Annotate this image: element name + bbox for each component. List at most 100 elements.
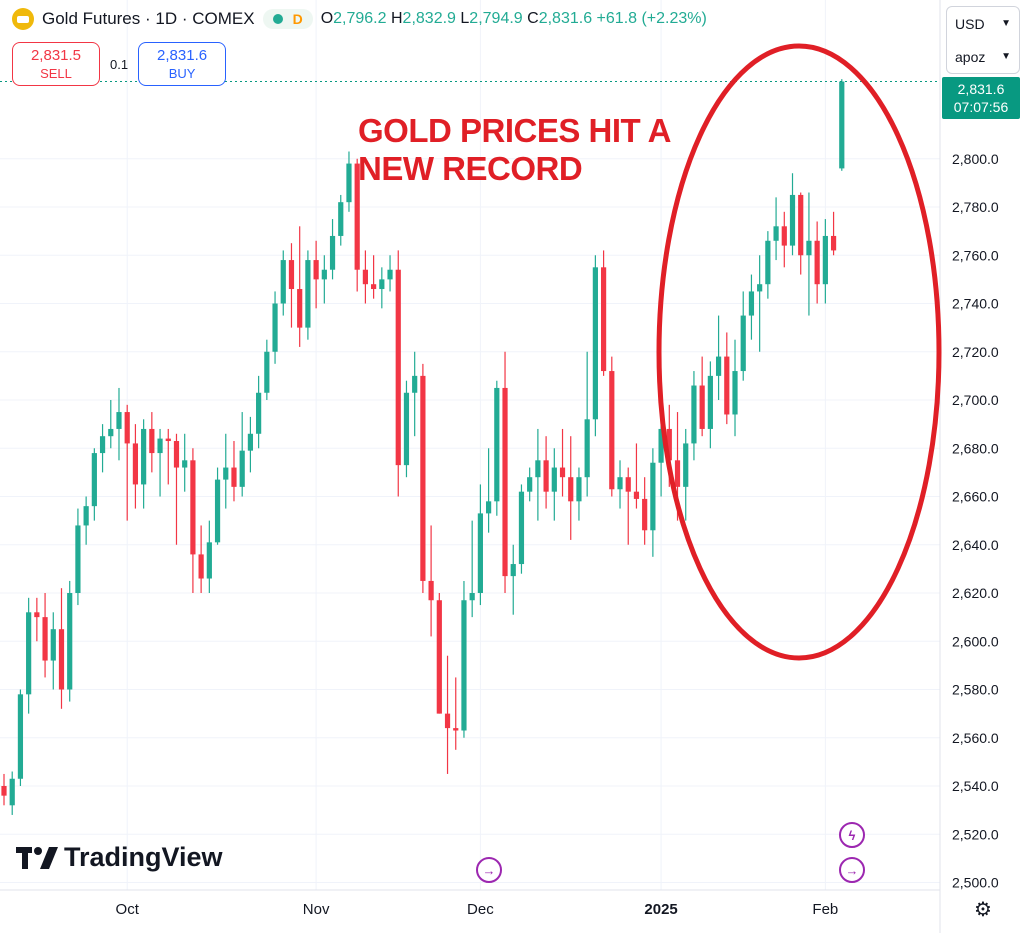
gear-icon[interactable]: ⚙ [974, 899, 992, 921]
candle-body [469, 593, 475, 601]
arrow-event-icon[interactable]: → [839, 857, 865, 883]
candles-layer [1, 79, 845, 815]
candle-body [453, 728, 459, 731]
x-tick-label: Dec [467, 901, 494, 918]
candle-body [124, 412, 130, 444]
candle-body [798, 194, 804, 256]
candle-body [724, 356, 730, 415]
candle-body [149, 428, 155, 454]
candle-body [132, 443, 139, 485]
candle-body [108, 428, 114, 437]
currency-row[interactable]: USD ▼ [955, 15, 1011, 32]
y-tick-label: 2,680.0 [952, 440, 999, 456]
candle-body [321, 269, 327, 280]
candle-body [674, 460, 681, 487]
candle-body [1, 786, 7, 796]
candle-body [50, 629, 56, 661]
spread-value: 0.1 [110, 56, 129, 72]
last-price-label: 2,831.6 07:07:56 [942, 77, 1020, 119]
candle-body [75, 525, 81, 593]
candle-body [715, 356, 722, 376]
candle-body [551, 467, 557, 492]
candle-body [182, 460, 188, 468]
highlight-ellipse [656, 43, 942, 661]
arrow-event-icon[interactable]: → [476, 857, 502, 883]
candle-body [116, 412, 122, 429]
candle-body [559, 467, 566, 478]
candle-body [313, 260, 319, 280]
candle-body [510, 564, 516, 577]
open-value: 2,796.2 [333, 10, 387, 27]
candle-body [297, 289, 303, 328]
x-tick-label: 2025 [644, 901, 677, 918]
tradingview-logo: TradingView [16, 842, 223, 873]
candle-body [198, 554, 204, 579]
scale-row[interactable]: apoz ▼ [955, 48, 1011, 65]
candle-body [502, 387, 508, 577]
candle-body [757, 284, 763, 292]
candle-body [280, 260, 286, 304]
close-value: 2,831.6 [538, 10, 593, 27]
tradingview-logo-icon [16, 846, 58, 869]
candle-body [765, 240, 771, 285]
candle-body [576, 477, 582, 502]
candle-body [806, 240, 812, 256]
candle-body [272, 303, 278, 352]
market-open-dot-icon [272, 14, 283, 24]
candle-body [707, 375, 713, 429]
candle-body [91, 453, 97, 507]
candle-body [305, 260, 311, 328]
candle-body [67, 593, 73, 690]
candle-body [58, 629, 65, 690]
candle-body [773, 226, 779, 241]
candle-body [477, 513, 483, 593]
y-tick-label: 2,720.0 [952, 344, 999, 360]
price-axis: 2,500.0 2,520.0 2,540.0 2,560.0 2,580.0 2,600… [939, 0, 999, 933]
candle-body [527, 477, 533, 492]
candle-body [740, 315, 746, 372]
candle-body [436, 600, 442, 714]
sell-button[interactable]: 2,831.5 SELL [12, 42, 100, 86]
candle-body [420, 375, 426, 581]
lightning-icon[interactable]: ϟ [839, 822, 865, 848]
ohlc-values: O2,796.2 H2,832.9 L2,794.9 C2,831.6 +61.… [320, 10, 707, 27]
candle-body [625, 477, 631, 492]
y-tick-label: 2,580.0 [952, 682, 999, 698]
candle-body [518, 491, 525, 565]
candle-body [494, 387, 500, 502]
x-tick-label: Nov [303, 901, 330, 918]
y-tick-label: 2,760.0 [952, 247, 999, 263]
candle-body [412, 375, 418, 393]
candle-body [839, 81, 845, 169]
y-tick-label: 2,540.0 [952, 778, 999, 794]
bar-countdown: 07:07:56 [953, 99, 1009, 115]
y-tick-label: 2,600.0 [952, 633, 999, 649]
candle-body [461, 600, 467, 731]
candle-body [822, 235, 828, 285]
candle-body [592, 267, 598, 420]
y-tick-label: 2,780.0 [952, 199, 999, 215]
symbol-title[interactable]: Gold Futures · 1D · COMEX [42, 9, 255, 28]
candle-body [206, 542, 212, 579]
candle-body [329, 235, 336, 270]
candle-body [157, 438, 163, 454]
y-tick-label: 2,700.0 [952, 392, 999, 408]
candle-body [173, 441, 180, 468]
buy-button[interactable]: 2,831.6 BUY [138, 42, 227, 86]
time-axis: Oct Nov Dec 2025 Feb [0, 889, 940, 918]
chevron-down-icon: ▼ [1001, 51, 1011, 62]
change-value: +61.8 (+2.23%) [596, 10, 707, 27]
trade-panel: 2,831.5 SELL 0.1 2,831.6 BUY [12, 42, 227, 86]
candle-body [26, 612, 32, 695]
candle-body [239, 450, 245, 487]
candle-body [789, 194, 796, 246]
candle-body [609, 371, 615, 490]
market-status-pill[interactable]: D [262, 9, 313, 29]
candle-body [732, 371, 738, 415]
candle-body [288, 260, 295, 290]
candle-body [190, 460, 196, 555]
sell-label: SELL [40, 66, 72, 81]
candle-body [830, 235, 837, 251]
currency-selector[interactable]: USD ▼ apoz ▼ [946, 6, 1020, 74]
